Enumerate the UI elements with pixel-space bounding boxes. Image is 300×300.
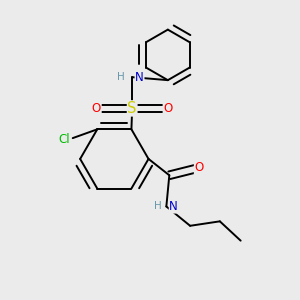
Text: O: O <box>194 161 204 174</box>
Text: O: O <box>92 102 101 115</box>
Text: H: H <box>117 72 125 82</box>
Text: N: N <box>135 71 144 84</box>
Text: Cl: Cl <box>58 133 70 146</box>
Text: S: S <box>128 101 137 116</box>
Text: N: N <box>169 200 178 213</box>
Text: H: H <box>154 202 162 212</box>
Text: O: O <box>163 102 172 115</box>
